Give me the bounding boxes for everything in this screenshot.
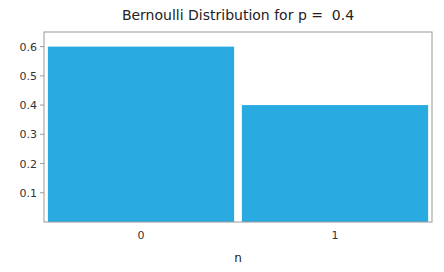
bar xyxy=(242,105,428,222)
y-tick xyxy=(40,46,44,47)
y-tick-label: 0.5 xyxy=(20,70,38,83)
bars xyxy=(48,47,428,222)
y-tick xyxy=(40,192,44,193)
y-tick-label: 0.4 xyxy=(20,99,38,112)
title: Bernoulli Distribution for p = 0.4 xyxy=(122,7,354,23)
plot-frame xyxy=(44,32,432,222)
y-tick xyxy=(40,163,44,164)
plot-area xyxy=(44,32,432,222)
chart-svg: Bernoulli Distribution for p = 0.4 0.1 0.2… xyxy=(0,0,444,272)
y-tick xyxy=(40,105,44,106)
y-tick-label: 0.3 xyxy=(20,128,38,141)
y-tick-label: 0.1 xyxy=(20,187,38,200)
y-tick-label: 0.2 xyxy=(20,158,38,171)
x-axis-label: n xyxy=(234,251,242,265)
x-tick-label: 0 xyxy=(138,229,145,242)
bar xyxy=(48,47,234,222)
y-tick xyxy=(40,75,44,76)
y-tick xyxy=(40,134,44,135)
y-tick-label: 0.6 xyxy=(20,41,38,54)
chart-container: Bernoulli Distribution for p = 0.4 0.1 0.2… xyxy=(0,0,444,272)
x-tick-label: 1 xyxy=(332,229,339,242)
